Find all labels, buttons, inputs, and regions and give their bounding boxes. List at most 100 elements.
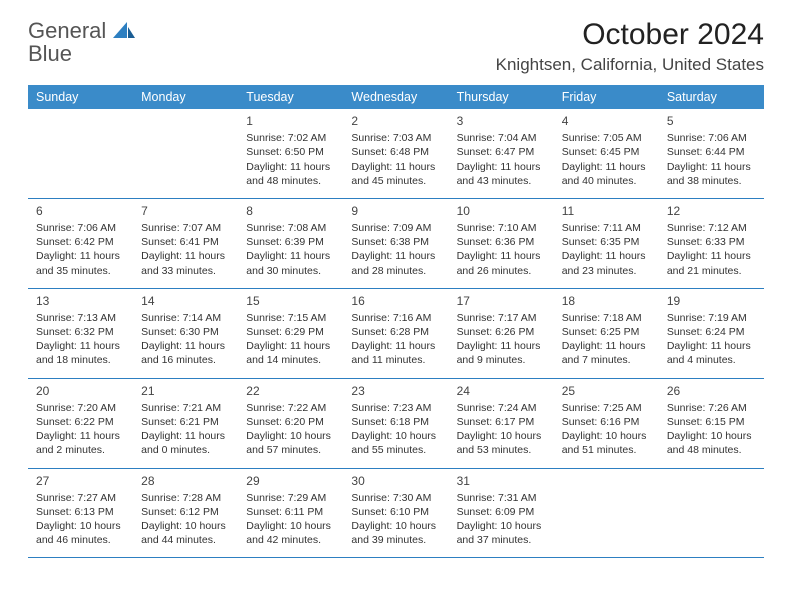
day-number: 14 [141,293,232,309]
daylight-text: and 18 minutes. [36,353,127,367]
daylight-text: and 11 minutes. [351,353,442,367]
day-cell: 24Sunrise: 7:24 AMSunset: 6:17 PMDayligh… [449,379,554,468]
day-cell: 28Sunrise: 7:28 AMSunset: 6:12 PMDayligh… [133,469,238,558]
day-number: 13 [36,293,127,309]
sunset-text: Sunset: 6:10 PM [351,505,442,519]
sunrise-text: Sunrise: 7:23 AM [351,401,442,415]
daylight-text: and 30 minutes. [246,264,337,278]
daylight-text: Daylight: 10 hours [667,429,758,443]
daylight-text: Daylight: 10 hours [141,519,232,533]
daylight-text: and 2 minutes. [36,443,127,457]
day-cell: 13Sunrise: 7:13 AMSunset: 6:32 PMDayligh… [28,289,133,378]
daylight-text: and 4 minutes. [667,353,758,367]
day-cell: 2Sunrise: 7:03 AMSunset: 6:48 PMDaylight… [343,109,448,198]
sunset-text: Sunset: 6:33 PM [667,235,758,249]
day-number: 29 [246,473,337,489]
sunrise-text: Sunrise: 7:31 AM [457,491,548,505]
sunset-text: Sunset: 6:47 PM [457,145,548,159]
daylight-text: and 45 minutes. [351,174,442,188]
day-number: 12 [667,203,758,219]
daylight-text: Daylight: 10 hours [457,429,548,443]
week-row: 13Sunrise: 7:13 AMSunset: 6:32 PMDayligh… [28,289,764,379]
daylight-text: and 16 minutes. [141,353,232,367]
day-number: 20 [36,383,127,399]
daylight-text: Daylight: 11 hours [667,339,758,353]
daylight-text: and 9 minutes. [457,353,548,367]
day-cell: 16Sunrise: 7:16 AMSunset: 6:28 PMDayligh… [343,289,448,378]
page-header: General Blue October 2024 Knightsen, Cal… [28,18,764,75]
daylight-text: and 44 minutes. [141,533,232,547]
daylight-text: Daylight: 11 hours [457,160,548,174]
day-number: 4 [562,113,653,129]
daylight-text: and 37 minutes. [457,533,548,547]
sunrise-text: Sunrise: 7:18 AM [562,311,653,325]
daylight-text: Daylight: 10 hours [351,429,442,443]
daylight-text: and 57 minutes. [246,443,337,457]
week-row: 20Sunrise: 7:20 AMSunset: 6:22 PMDayligh… [28,379,764,469]
sunset-text: Sunset: 6:48 PM [351,145,442,159]
sunset-text: Sunset: 6:25 PM [562,325,653,339]
daylight-text: Daylight: 11 hours [667,249,758,263]
week-row: 1Sunrise: 7:02 AMSunset: 6:50 PMDaylight… [28,109,764,199]
daylight-text: Daylight: 11 hours [457,249,548,263]
day-number: 6 [36,203,127,219]
daylight-text: and 40 minutes. [562,174,653,188]
day-cell: 26Sunrise: 7:26 AMSunset: 6:15 PMDayligh… [659,379,764,468]
sunset-text: Sunset: 6:45 PM [562,145,653,159]
day-number: 1 [246,113,337,129]
sunrise-text: Sunrise: 7:30 AM [351,491,442,505]
sunrise-text: Sunrise: 7:10 AM [457,221,548,235]
day-number: 17 [457,293,548,309]
sunset-text: Sunset: 6:22 PM [36,415,127,429]
day-number: 16 [351,293,442,309]
sunset-text: Sunset: 6:39 PM [246,235,337,249]
daylight-text: Daylight: 11 hours [562,249,653,263]
sunset-text: Sunset: 6:13 PM [36,505,127,519]
brand-part1: General [28,18,106,43]
daylight-text: Daylight: 11 hours [246,160,337,174]
day-number: 23 [351,383,442,399]
day-cell: 7Sunrise: 7:07 AMSunset: 6:41 PMDaylight… [133,199,238,288]
daylight-text: Daylight: 11 hours [457,339,548,353]
calendar-page: General Blue October 2024 Knightsen, Cal… [0,0,792,576]
sunrise-text: Sunrise: 7:07 AM [141,221,232,235]
sunset-text: Sunset: 6:24 PM [667,325,758,339]
sunrise-text: Sunrise: 7:15 AM [246,311,337,325]
daylight-text: and 48 minutes. [246,174,337,188]
sunrise-text: Sunrise: 7:21 AM [141,401,232,415]
day-cell: 15Sunrise: 7:15 AMSunset: 6:29 PMDayligh… [238,289,343,378]
sunrise-text: Sunrise: 7:08 AM [246,221,337,235]
daylight-text: Daylight: 11 hours [141,339,232,353]
week-row: 6Sunrise: 7:06 AMSunset: 6:42 PMDaylight… [28,199,764,289]
day-number: 22 [246,383,337,399]
sunset-text: Sunset: 6:11 PM [246,505,337,519]
day-cell [554,469,659,558]
brand-part2: Blue [28,41,72,66]
sunset-text: Sunset: 6:50 PM [246,145,337,159]
day-number: 26 [667,383,758,399]
daylight-text: Daylight: 11 hours [562,160,653,174]
day-number: 24 [457,383,548,399]
sunrise-text: Sunrise: 7:06 AM [36,221,127,235]
sunset-text: Sunset: 6:44 PM [667,145,758,159]
daylight-text: and 42 minutes. [246,533,337,547]
sunrise-text: Sunrise: 7:05 AM [562,131,653,145]
week-row: 27Sunrise: 7:27 AMSunset: 6:13 PMDayligh… [28,469,764,559]
sunset-text: Sunset: 6:15 PM [667,415,758,429]
sunrise-text: Sunrise: 7:17 AM [457,311,548,325]
daylight-text: and 28 minutes. [351,264,442,278]
daylight-text: and 48 minutes. [667,443,758,457]
day-cell: 3Sunrise: 7:04 AMSunset: 6:47 PMDaylight… [449,109,554,198]
daylight-text: Daylight: 10 hours [36,519,127,533]
day-cell: 19Sunrise: 7:19 AMSunset: 6:24 PMDayligh… [659,289,764,378]
sunrise-text: Sunrise: 7:14 AM [141,311,232,325]
weeks-container: 1Sunrise: 7:02 AMSunset: 6:50 PMDaylight… [28,109,764,558]
day-cell [659,469,764,558]
sunrise-text: Sunrise: 7:12 AM [667,221,758,235]
day-number: 8 [246,203,337,219]
daylight-text: and 33 minutes. [141,264,232,278]
day-cell: 29Sunrise: 7:29 AMSunset: 6:11 PMDayligh… [238,469,343,558]
daylight-text: Daylight: 10 hours [246,519,337,533]
sunset-text: Sunset: 6:21 PM [141,415,232,429]
daylight-text: Daylight: 11 hours [562,339,653,353]
